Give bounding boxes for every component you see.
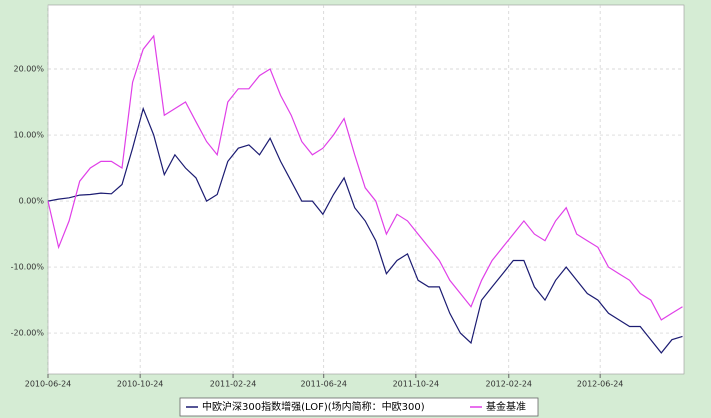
y-tick-label: -20.00% <box>11 329 45 338</box>
x-tick-label: 2011-02-24 <box>210 380 257 389</box>
x-tick-label: 2011-06-24 <box>300 380 347 389</box>
series-line <box>47 106 683 354</box>
legend <box>179 397 539 417</box>
series-line <box>47 34 683 321</box>
legend-label: 中欧沪深300指数增强(LOF)(场内简称：中欧300) <box>202 400 425 413</box>
legend-label: 基金基准 <box>486 400 526 413</box>
x-tick-label: 2012-06-24 <box>577 380 624 389</box>
y-tick-label: 10.00% <box>13 131 44 140</box>
y-tick-label: 0.00% <box>19 197 45 206</box>
x-tick-label: 2011-10-24 <box>393 380 440 389</box>
y-tick-label: 20.00% <box>13 65 44 74</box>
x-tick-label: 2010-06-24 <box>25 380 72 389</box>
x-tick-label: 2012-02-24 <box>486 380 533 389</box>
x-tick-label: 2010-10-24 <box>117 380 164 389</box>
y-tick-label: -10.00% <box>11 263 45 272</box>
